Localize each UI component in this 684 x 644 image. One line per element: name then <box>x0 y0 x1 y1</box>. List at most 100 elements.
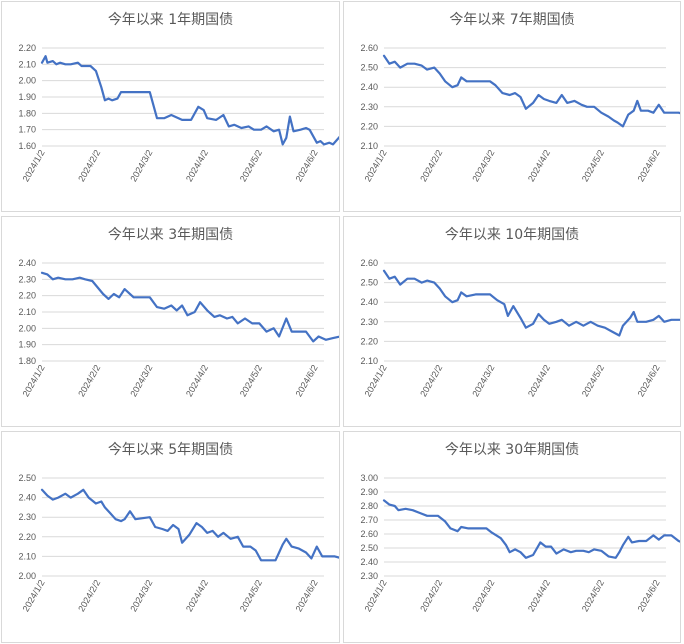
y-tick-label: 2.20 <box>18 43 36 53</box>
x-tick-label: 2024/4/2 <box>184 363 210 398</box>
x-tick-label: 2024/3/2 <box>470 363 496 398</box>
chart-svg: 今年以来 7年期国债 2.10 2.20 2.30 2.40 2.50 2.60 2024/1… <box>360 12 680 183</box>
y-tick-label: 2.50 <box>18 473 36 483</box>
y-tick-label: 2.10 <box>18 551 36 561</box>
y-tick-label: 2.00 <box>18 76 36 86</box>
y-tick-label: 2.60 <box>360 43 378 53</box>
x-tick-label: 2024/1/2 <box>363 148 389 183</box>
series-line <box>40 488 339 562</box>
x-tick-label: 2024/1/2 <box>21 363 47 398</box>
x-tick-label: 2024/6/2 <box>294 578 320 613</box>
y-tick-label: 2.20 <box>18 532 36 542</box>
chart-svg: 今年以来 1年期国债 1.60 1.70 1.80 1.90 2.00 2.10 2.20 20… <box>18 12 339 183</box>
series-line <box>40 271 339 343</box>
y-tick-label: 2.80 <box>360 501 378 511</box>
series-line <box>382 499 680 559</box>
chart-title: 今年以来 30年期国债 <box>445 442 579 458</box>
chart-title: 今年以来 7年期国债 <box>449 12 574 28</box>
y-tick-label: 1.70 <box>18 125 36 135</box>
y-tick-label: 2.20 <box>18 291 36 301</box>
y-tick-label: 3.00 <box>360 473 378 483</box>
x-tick-label: 2024/2/2 <box>418 148 444 183</box>
chart-title: 今年以来 3年期国债 <box>108 227 233 243</box>
y-tick-label: 2.30 <box>360 317 378 327</box>
x-tick-label: 2024/3/2 <box>470 148 496 183</box>
y-tick-label: 2.00 <box>18 323 36 333</box>
x-tick-label: 2024/6/2 <box>294 148 320 183</box>
chart-panel-10y: 今年以来 10年期国债 2.10 2.20 2.30 2.40 2.50 2.60 2024/… <box>343 216 681 427</box>
chart-panel-1y: 今年以来 1年期国债 1.60 1.70 1.80 1.90 2.00 2.10 2.20 20… <box>1 1 340 212</box>
x-tick-label: 2024/4/2 <box>526 578 552 613</box>
chart-panel-5y: 今年以来 5年期国债 2.00 2.10 2.20 2.30 2.40 2.50 2024/1… <box>1 431 340 643</box>
x-tick-label: 2024/1/2 <box>21 578 47 613</box>
x-tick-label: 2024/6/2 <box>294 363 320 398</box>
x-tick-label: 2024/1/2 <box>363 578 389 613</box>
x-tick-label: 2024/2/2 <box>76 363 102 398</box>
chart-svg: 今年以来 5年期国债 2.00 2.10 2.20 2.30 2.40 2.50 2024/1… <box>18 442 339 613</box>
x-tick-label: 2024/3/2 <box>128 148 154 183</box>
series-line <box>40 55 339 146</box>
y-tick-label: 2.50 <box>360 543 378 553</box>
x-tick-label: 2024/2/2 <box>76 148 102 183</box>
x-tick-label: 2024/2/2 <box>76 578 102 613</box>
y-tick-label: 1.60 <box>18 141 36 151</box>
y-tick-label: 2.20 <box>360 121 378 131</box>
x-tick-label: 2024/5/2 <box>238 363 264 398</box>
y-tick-label: 2.90 <box>360 487 378 497</box>
y-tick-label: 1.80 <box>18 356 36 366</box>
series-line <box>382 269 680 337</box>
x-tick-label: 2024/5/2 <box>238 148 264 183</box>
chart-panel-3y: 今年以来 3年期国债 1.80 1.90 2.00 2.10 2.20 2.30 2.40 20… <box>1 216 340 427</box>
series-line <box>382 54 680 128</box>
chart-panel-30y: 今年以来 30年期国债 2.30 2.40 2.50 2.60 2.70 2.80 2.90 3… <box>343 431 681 643</box>
y-tick-label: 2.50 <box>360 278 378 288</box>
x-tick-label: 2024/4/2 <box>526 363 552 398</box>
y-tick-label: 2.20 <box>360 336 378 346</box>
y-tick-label: 2.30 <box>360 102 378 112</box>
x-tick-label: 2024/6/2 <box>636 578 662 613</box>
y-tick-label: 2.40 <box>360 297 378 307</box>
chart-svg: 今年以来 30年期国债 2.30 2.40 2.50 2.60 2.70 2.80 2.90 3… <box>360 442 680 613</box>
x-tick-label: 2024/1/2 <box>21 148 47 183</box>
y-tick-label: 2.00 <box>18 571 36 581</box>
y-tick-label: 2.10 <box>360 141 378 151</box>
y-tick-label: 1.80 <box>18 108 36 118</box>
x-tick-label: 2024/5/2 <box>580 148 606 183</box>
x-tick-label: 2024/2/2 <box>418 578 444 613</box>
y-tick-label: 2.40 <box>18 258 36 268</box>
x-tick-label: 2024/4/2 <box>526 148 552 183</box>
y-tick-label: 2.60 <box>360 529 378 539</box>
y-tick-label: 1.90 <box>18 340 36 350</box>
x-tick-label: 2024/1/2 <box>363 363 389 398</box>
y-tick-label: 2.40 <box>18 493 36 503</box>
x-tick-label: 2024/6/2 <box>636 363 662 398</box>
y-tick-label: 2.30 <box>18 512 36 522</box>
chart-title: 今年以来 5年期国债 <box>108 442 233 458</box>
y-tick-label: 2.30 <box>360 571 378 581</box>
y-tick-label: 2.10 <box>18 59 36 69</box>
x-tick-label: 2024/3/2 <box>470 578 496 613</box>
y-tick-label: 2.30 <box>18 274 36 284</box>
x-tick-label: 2024/5/2 <box>238 578 264 613</box>
y-tick-label: 2.40 <box>360 557 378 567</box>
y-tick-label: 1.90 <box>18 92 36 102</box>
y-tick-label: 2.40 <box>360 82 378 92</box>
x-tick-label: 2024/2/2 <box>418 363 444 398</box>
x-tick-label: 2024/3/2 <box>128 578 154 613</box>
y-tick-label: 2.10 <box>18 307 36 317</box>
x-tick-label: 2024/4/2 <box>184 148 210 183</box>
chart-svg: 今年以来 10年期国债 2.10 2.20 2.30 2.40 2.50 2.60 2024/… <box>360 227 680 398</box>
x-tick-label: 2024/6/2 <box>636 148 662 183</box>
chart-panel-7y: 今年以来 7年期国债 2.10 2.20 2.30 2.40 2.50 2.60 2024/1… <box>343 1 681 212</box>
y-tick-label: 2.50 <box>360 63 378 73</box>
x-tick-label: 2024/4/2 <box>184 578 210 613</box>
x-tick-label: 2024/5/2 <box>580 363 606 398</box>
x-tick-label: 2024/3/2 <box>128 363 154 398</box>
y-tick-label: 2.60 <box>360 258 378 268</box>
x-tick-label: 2024/5/2 <box>580 578 606 613</box>
chart-title: 今年以来 10年期国债 <box>445 227 579 243</box>
y-tick-label: 2.10 <box>360 356 378 366</box>
chart-svg: 今年以来 3年期国债 1.80 1.90 2.00 2.10 2.20 2.30 2.40 20… <box>18 227 339 398</box>
chart-title: 今年以来 1年期国债 <box>108 12 233 28</box>
y-tick-label: 2.70 <box>360 515 378 525</box>
